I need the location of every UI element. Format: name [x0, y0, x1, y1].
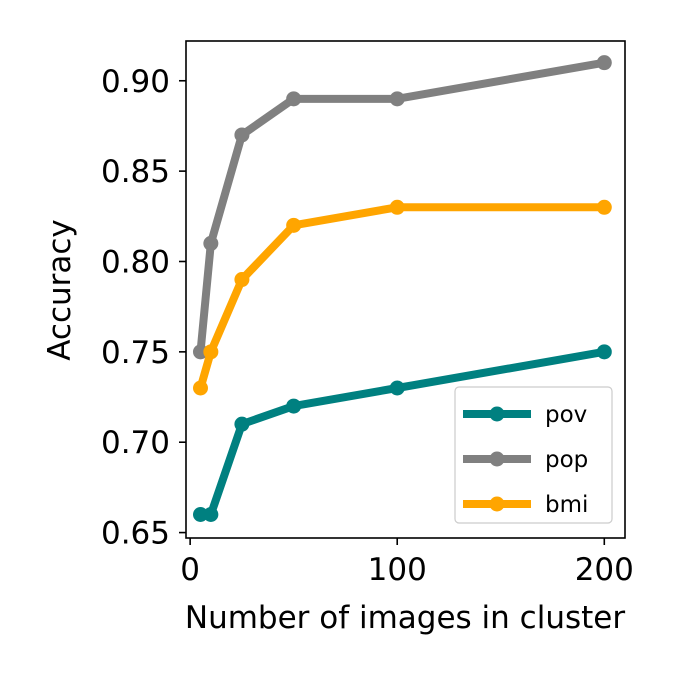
data-point-pop	[192, 344, 208, 360]
data-point-pov	[192, 507, 208, 523]
y-tick-label: 0.80	[101, 244, 170, 280]
data-point-bmi	[203, 344, 219, 360]
legend-label-pop: pop	[545, 447, 588, 473]
y-tick-label: 0.75	[101, 335, 170, 371]
y-tick-label: 0.65	[101, 516, 170, 552]
legend-box	[454, 386, 613, 524]
data-point-pov	[234, 416, 250, 432]
series-layer	[192, 55, 612, 523]
y-tick-label: 0.85	[101, 154, 170, 190]
data-point-pop	[596, 55, 612, 71]
data-point-bmi	[286, 217, 302, 233]
data-point-bmi	[192, 380, 208, 396]
legend-marker-pop	[489, 451, 505, 467]
plot-frame	[185, 40, 626, 539]
series-line-pop	[196, 58, 605, 353]
data-point-pop	[234, 127, 250, 143]
x-tick-label: 100	[368, 552, 427, 588]
data-point-bmi	[234, 272, 250, 288]
x-tick-label: 200	[575, 552, 634, 588]
x-axis-ticks: 0 100 200	[180, 538, 634, 588]
data-point-bmi	[596, 199, 612, 215]
legend-label-pov: pov	[545, 402, 587, 428]
data-point-pov	[203, 507, 219, 523]
data-point-pov	[389, 380, 405, 396]
data-point-pov	[286, 398, 302, 414]
legend-label-bmi: bmi	[545, 492, 588, 518]
legend-marker-bmi	[489, 496, 505, 512]
x-axis-label: Number of images in cluster	[185, 600, 625, 636]
legend-marker-pov	[489, 406, 505, 422]
y-tick-label: 0.90	[101, 64, 170, 100]
data-point-pop	[203, 235, 219, 251]
y-axis-label: Accuracy	[42, 219, 78, 361]
x-tick-label: 0	[180, 552, 200, 588]
legend: pov pop bmi	[454, 386, 613, 524]
data-point-pop	[389, 91, 405, 107]
data-point-bmi	[389, 199, 405, 215]
data-point-pop	[286, 91, 302, 107]
data-point-pov	[596, 344, 612, 360]
y-axis-ticks: 0.65 0.70 0.75 0.80 0.85 0.90	[101, 64, 186, 552]
y-tick-label: 0.70	[101, 425, 170, 461]
